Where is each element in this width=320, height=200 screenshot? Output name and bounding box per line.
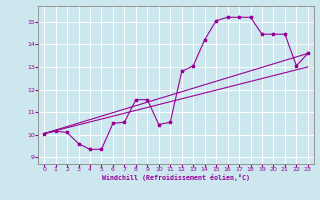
- X-axis label: Windchill (Refroidissement éolien,°C): Windchill (Refroidissement éolien,°C): [102, 174, 250, 181]
